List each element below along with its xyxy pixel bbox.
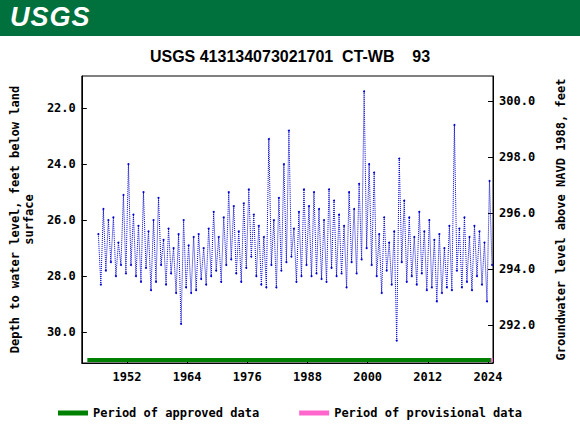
- svg-text:292.0: 292.0: [499, 318, 535, 332]
- svg-text:surface: surface: [22, 194, 36, 245]
- svg-text:1964: 1964: [173, 370, 202, 384]
- svg-text:2000: 2000: [353, 370, 382, 384]
- svg-text:2012: 2012: [413, 370, 442, 384]
- svg-text:1976: 1976: [233, 370, 262, 384]
- svg-text:298.0: 298.0: [499, 150, 535, 164]
- svg-text:26.0: 26.0: [47, 213, 76, 227]
- svg-text:294.0: 294.0: [499, 262, 535, 276]
- svg-text:USGS 413134073021701 CT-WB: USGS 413134073021701 CT-WB 93: [150, 48, 430, 65]
- svg-text:30.0: 30.0: [47, 325, 76, 339]
- svg-text:Groundwater level above NAVD 1: Groundwater level above NAVD 1988, feet: [554, 79, 568, 361]
- html-text:USGS: USGS: [10, 2, 91, 32]
- svg-text:Depth to water level, feet bel: Depth to water level, feet below land: [8, 86, 22, 353]
- svg-text:1988: 1988: [293, 370, 322, 384]
- svg-text:Period of approved data: Period of approved data: [93, 406, 259, 420]
- svg-text:22.0: 22.0: [47, 101, 76, 115]
- svg-text:2024: 2024: [474, 370, 503, 384]
- svg-text:28.0: 28.0: [47, 269, 76, 283]
- svg-text:Period of provisional data: Period of provisional data: [334, 406, 522, 420]
- svg-text:1952: 1952: [112, 370, 141, 384]
- svg-text:296.0: 296.0: [499, 206, 535, 220]
- svg-text:300.0: 300.0: [499, 94, 535, 108]
- svg-text:24.0: 24.0: [47, 157, 76, 171]
